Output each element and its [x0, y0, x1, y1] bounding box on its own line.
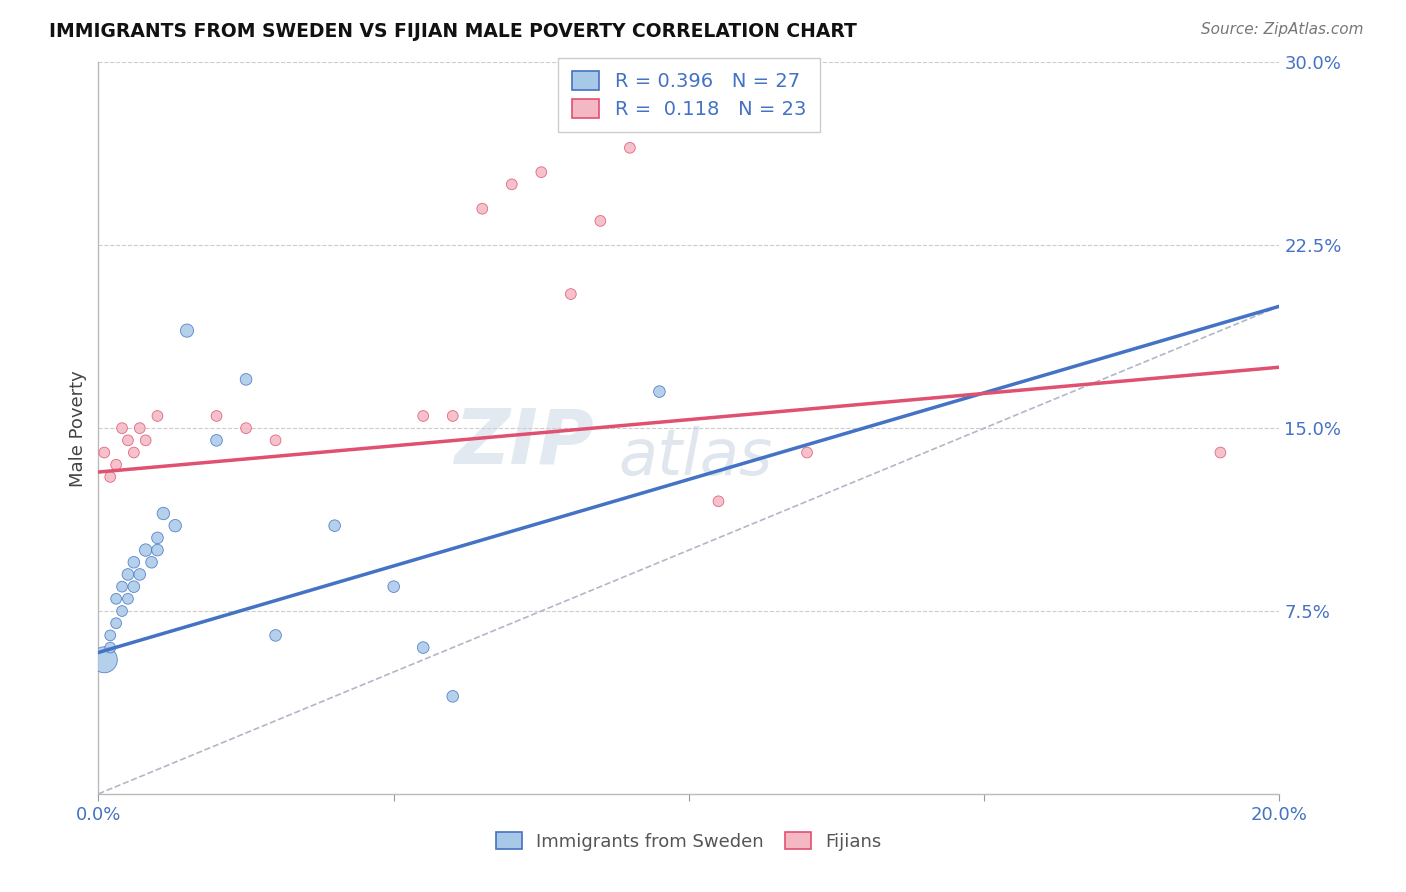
Point: [93, 445, 115, 459]
Text: Source: ZipAtlas.com: Source: ZipAtlas.com: [1201, 22, 1364, 37]
Point: [146, 409, 169, 423]
Point: [323, 518, 346, 533]
Point: [501, 178, 523, 192]
Point: [146, 531, 169, 545]
Point: [152, 507, 174, 521]
Point: [117, 591, 139, 606]
Point: [105, 616, 128, 631]
Point: [412, 640, 434, 655]
Point: [412, 409, 434, 423]
Point: [146, 543, 169, 558]
Point: [205, 434, 228, 448]
Point: [176, 324, 198, 338]
Point: [589, 214, 612, 228]
Point: [619, 141, 641, 155]
Point: [105, 458, 128, 472]
Point: [111, 421, 134, 435]
Point: [264, 434, 287, 448]
Point: [111, 580, 134, 594]
Point: [105, 591, 128, 606]
Point: [98, 470, 121, 484]
Point: [117, 567, 139, 582]
Y-axis label: Male Poverty: Male Poverty: [69, 370, 87, 486]
Point: [165, 518, 187, 533]
Point: [128, 567, 150, 582]
Point: [135, 434, 157, 448]
Point: [560, 287, 582, 301]
Text: IMMIGRANTS FROM SWEDEN VS FIJIAN MALE POVERTY CORRELATION CHART: IMMIGRANTS FROM SWEDEN VS FIJIAN MALE PO…: [49, 22, 858, 41]
Point: [128, 421, 150, 435]
Point: [235, 372, 257, 386]
Legend: Immigrants from Sweden, Fijians: Immigrants from Sweden, Fijians: [489, 825, 889, 858]
Text: atlas: atlas: [619, 426, 772, 489]
Point: [796, 445, 818, 459]
Point: [530, 165, 553, 179]
Point: [117, 434, 139, 448]
Point: [441, 409, 464, 423]
Point: [471, 202, 494, 216]
Point: [93, 653, 115, 667]
Point: [205, 409, 228, 423]
Point: [122, 555, 145, 569]
Point: [141, 555, 163, 569]
Point: [441, 690, 464, 704]
Point: [1209, 445, 1232, 459]
Point: [235, 421, 257, 435]
Point: [122, 445, 145, 459]
Point: [111, 604, 134, 618]
Point: [707, 494, 730, 508]
Point: [135, 543, 157, 558]
Point: [98, 628, 121, 642]
Point: [382, 580, 405, 594]
Point: [122, 580, 145, 594]
Text: ZIP: ZIP: [454, 406, 595, 480]
Point: [648, 384, 671, 399]
Point: [264, 628, 287, 642]
Point: [98, 640, 121, 655]
